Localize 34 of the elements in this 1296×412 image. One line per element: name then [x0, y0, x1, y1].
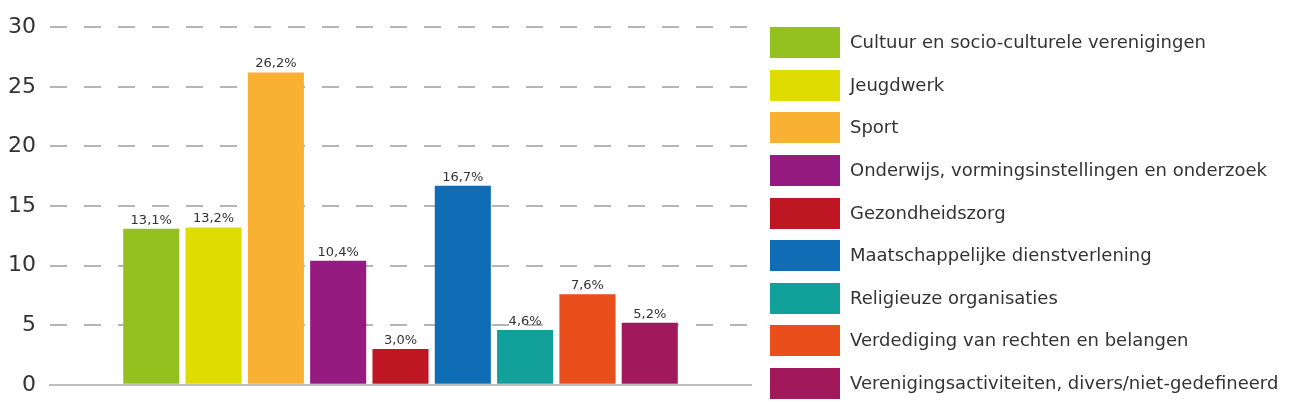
legend-label: Religieuze organisaties: [850, 287, 1058, 309]
legend-label: Verdediging van rechten en belangen: [850, 329, 1189, 351]
data-label: 26,2%: [255, 55, 297, 71]
data-label: 13,2%: [192, 210, 235, 226]
y-tick-label: 20: [7, 132, 36, 158]
bar: [185, 227, 242, 384]
data-label: 5,2%: [633, 305, 667, 321]
y-tick-label: 0: [21, 370, 36, 396]
data-label: 16,7%: [442, 168, 484, 184]
y-tick-label: 15: [7, 191, 36, 217]
data-label: 7,6%: [570, 277, 604, 293]
bar: [123, 228, 180, 384]
bar: [559, 294, 616, 384]
data-label: 13,1%: [130, 211, 172, 227]
y-tick-label: 5: [21, 310, 36, 336]
bar: [247, 72, 304, 384]
data-label: 4,6%: [508, 312, 542, 328]
bar: [621, 322, 678, 384]
bar: [434, 185, 491, 384]
bar: [310, 260, 367, 384]
legend-label: Sport: [850, 116, 899, 138]
bar: [372, 349, 429, 384]
legend-label: Verenigingsactiviteiten, divers/niet-gedefineerd: [850, 372, 1279, 394]
legend-label: Jeugdwerk: [849, 74, 945, 96]
legend-label: Onderwijs, vormingsinstellingen en onderzoek: [850, 159, 1268, 181]
legend-label: Maatschappelijke dienstverlening: [850, 244, 1152, 266]
data-label: 3,0%: [383, 331, 418, 347]
legend-label: Cultuur en socio-culturele verenigingen: [850, 31, 1206, 53]
legend-label: Gezondheidszorg: [850, 202, 1006, 224]
y-tick-label: 30: [7, 12, 36, 38]
bar: [497, 329, 554, 384]
y-tick-label: 25: [7, 72, 36, 98]
y-tick-label: 10: [7, 251, 36, 277]
data-label: 10,4%: [317, 243, 359, 259]
